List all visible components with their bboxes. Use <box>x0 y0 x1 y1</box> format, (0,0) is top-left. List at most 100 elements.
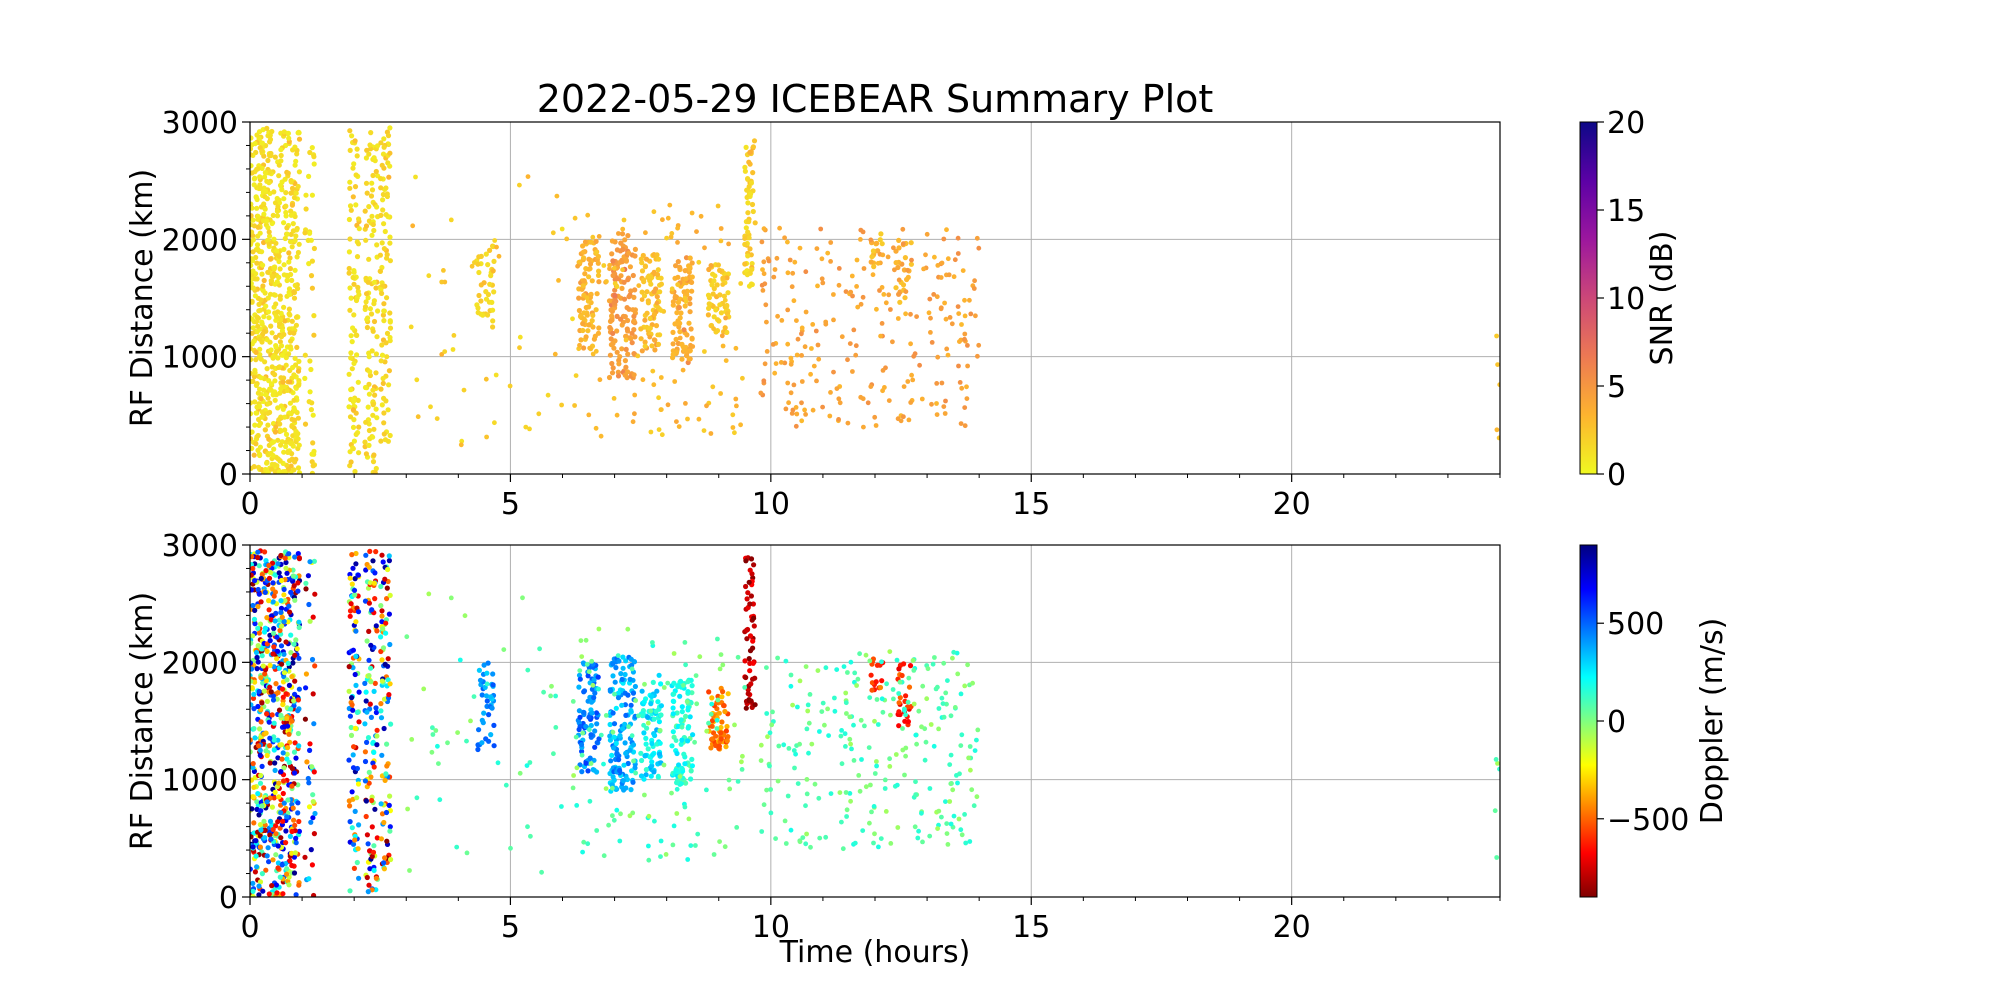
data-point <box>363 567 369 573</box>
data-point <box>347 888 353 894</box>
data-point <box>874 763 879 769</box>
data-point <box>351 438 357 444</box>
data-point <box>387 325 394 331</box>
data-point <box>267 136 274 143</box>
data-point <box>622 358 629 364</box>
data-point <box>782 818 788 824</box>
data-point <box>594 291 600 297</box>
data-point <box>580 321 586 327</box>
data-point <box>370 434 376 440</box>
data-point <box>896 700 902 706</box>
data-point <box>868 237 874 243</box>
data-point <box>383 340 389 346</box>
data-point <box>278 428 284 434</box>
data-point <box>270 697 277 703</box>
data-point <box>374 742 380 748</box>
data-point <box>279 614 285 620</box>
data-point <box>366 673 372 679</box>
data-point <box>369 232 375 238</box>
data-point <box>573 734 579 740</box>
data-point <box>874 662 881 668</box>
data-point <box>366 354 372 360</box>
data-point <box>347 803 353 809</box>
data-point <box>808 371 813 377</box>
data-point <box>888 841 894 846</box>
data-point <box>715 203 721 209</box>
data-point <box>609 251 615 257</box>
data-point <box>706 305 712 311</box>
data-point <box>892 267 897 273</box>
data-point <box>720 689 726 695</box>
data-point <box>893 285 899 291</box>
data-point <box>786 400 791 406</box>
data-point <box>746 183 752 190</box>
data-point <box>260 331 266 337</box>
data-point <box>976 245 982 251</box>
data-point <box>310 792 316 798</box>
data-point <box>507 383 513 389</box>
y-tick-label: 1000 <box>162 341 238 376</box>
data-point <box>258 375 264 381</box>
data-point <box>887 649 893 654</box>
data-point <box>861 266 867 271</box>
data-point <box>271 593 277 599</box>
y-axis-label: RF Distance (km) <box>125 169 160 427</box>
data-point <box>378 708 384 714</box>
data-point <box>705 312 712 318</box>
data-point <box>631 294 637 300</box>
data-point <box>258 808 264 814</box>
data-point <box>309 656 316 663</box>
data-point <box>379 608 385 614</box>
data-point <box>289 318 295 324</box>
data-point <box>381 144 387 150</box>
data-point <box>370 459 377 465</box>
x-tick-label: 0 <box>240 910 259 945</box>
data-point <box>613 740 619 747</box>
data-point <box>296 619 302 625</box>
data-point <box>643 767 650 773</box>
data-point <box>572 215 578 221</box>
data-point <box>255 432 261 439</box>
data-point <box>914 314 919 319</box>
data-point <box>627 676 633 683</box>
data-point <box>715 262 722 268</box>
data-point <box>385 133 392 139</box>
data-point <box>311 448 317 454</box>
data-point <box>281 414 288 420</box>
data-point <box>635 353 641 359</box>
data-point <box>348 207 354 213</box>
data-point <box>941 660 947 666</box>
data-point <box>492 238 498 243</box>
data-point <box>277 266 283 272</box>
data-point <box>268 617 274 623</box>
data-point <box>967 839 973 844</box>
data-point <box>810 322 816 327</box>
data-point <box>260 262 266 268</box>
data-point <box>630 742 637 748</box>
data-point <box>282 598 288 604</box>
data-point <box>622 740 628 746</box>
data-point <box>267 832 273 838</box>
data-point <box>610 710 616 716</box>
data-point <box>744 596 750 602</box>
data-point <box>751 138 758 144</box>
data-point <box>273 344 279 350</box>
data-point <box>804 791 810 797</box>
data-point <box>278 158 284 164</box>
data-point <box>860 294 866 300</box>
data-point <box>772 370 778 376</box>
data-point <box>935 826 940 831</box>
data-point <box>886 292 892 298</box>
data-point <box>258 297 264 303</box>
data-point <box>948 713 954 719</box>
data-point <box>572 403 577 408</box>
data-point <box>619 231 626 237</box>
data-point <box>275 843 281 849</box>
data-point <box>625 277 631 283</box>
data-point <box>911 668 917 673</box>
data-point <box>687 301 693 307</box>
data-point <box>309 470 315 474</box>
data-point <box>948 752 954 758</box>
data-point <box>720 343 726 349</box>
data-point <box>366 564 372 570</box>
